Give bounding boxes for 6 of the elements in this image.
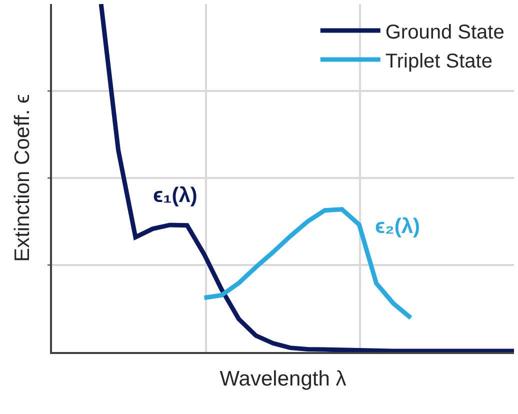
legend-label: Ground State xyxy=(385,21,504,44)
annotation: ϵ₂(λ) xyxy=(375,215,420,238)
legend-label: Triplet State xyxy=(385,50,492,72)
y-axis-title: Extinction Coeff. ϵ xyxy=(10,94,34,262)
annotation: ϵ₁(λ) xyxy=(153,184,198,207)
x-axis-title: Wavelength λ xyxy=(220,367,347,390)
